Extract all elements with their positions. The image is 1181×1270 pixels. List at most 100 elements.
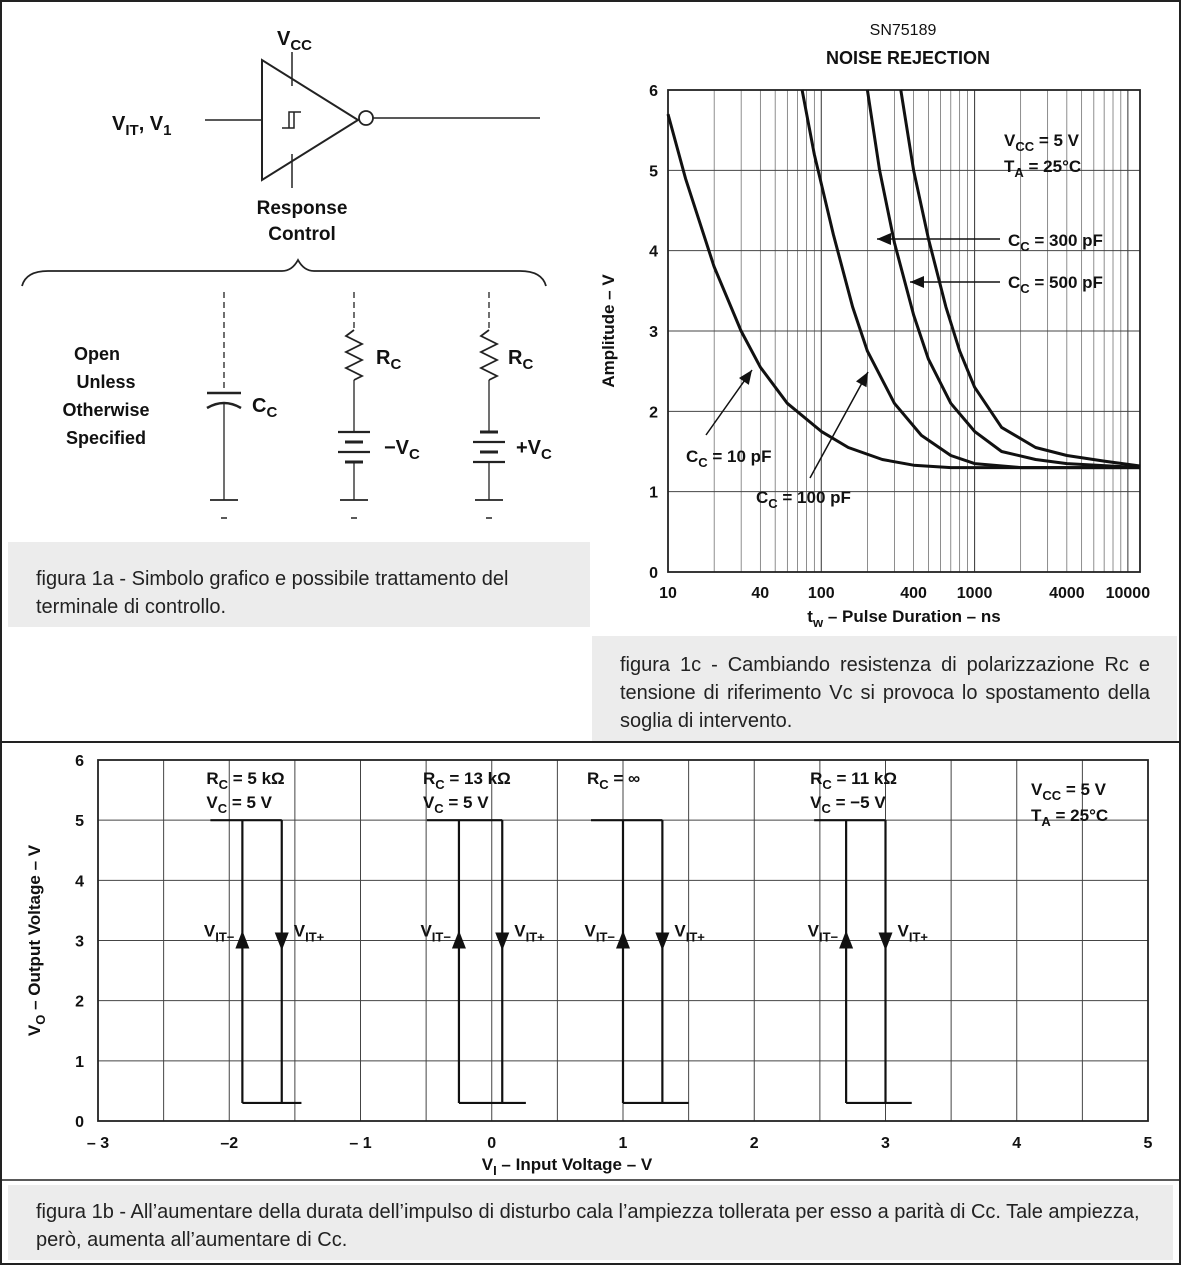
vit-minus-label: VIT−	[204, 922, 235, 945]
resistor-negative-option: RC −VC	[338, 292, 420, 519]
plot-frame	[97, 759, 1149, 1122]
x-tick-label: 10	[659, 585, 677, 602]
x-tick-label: 2	[750, 1135, 759, 1152]
series-label: CC = 300 pF	[1008, 231, 1103, 254]
vit-plus-label: VIT+	[294, 922, 325, 945]
buffer-triangle-icon	[261, 58, 360, 182]
loop-rc-label: RC = 11 kΩ	[810, 769, 897, 792]
x-tick-label: 1000	[957, 585, 993, 602]
caption-band-1a	[8, 542, 590, 627]
response-label-line1: Response	[257, 198, 348, 219]
resistor-positive-option: RC +VC	[473, 292, 552, 519]
y-tick-label: 0	[649, 565, 658, 582]
noise-rejection-chart: SN75189 NOISE REJECTION 0 1 2 3 4 5 6 10 40 100 400 1…	[599, 22, 1150, 630]
y-tick-label: 2	[75, 994, 84, 1011]
response-label-line2: Control	[268, 224, 336, 245]
rc-label-2: RC	[508, 347, 533, 373]
down-arrow-icon	[495, 932, 510, 951]
x-tick-label: 4	[1012, 1135, 1021, 1152]
caption-fig1b: figura 1b - All’aumentare della durata d…	[36, 1201, 1140, 1251]
loop-vc-label: VC = 5 V	[423, 793, 489, 816]
hysteresis-icon	[282, 111, 301, 129]
vit-minus-label: VIT−	[585, 922, 616, 945]
pos-vc-label: +VC	[516, 437, 552, 463]
condition-label: VCC = 5 V	[1031, 780, 1107, 803]
y-tick-label: 1	[75, 1054, 84, 1071]
callout-line	[809, 371, 869, 479]
series-line	[899, 89, 1141, 468]
loop-vc-label: VC = 5 V	[206, 793, 272, 816]
series-label: CC = 100 pF	[756, 488, 851, 511]
x-tick-label: 400	[900, 585, 927, 602]
caption-band-1b	[8, 1185, 1173, 1260]
vit-minus-label: VIT−	[808, 922, 839, 945]
y-axis-label: Amplitude – V	[599, 274, 618, 388]
arrowhead-icon	[910, 276, 924, 288]
up-arrow-icon	[616, 930, 630, 949]
y-tick-label: 2	[649, 404, 658, 421]
series-label: CC = 500 pF	[1008, 273, 1103, 296]
vit-plus-label: VIT+	[514, 922, 545, 945]
x-tick-label: 5	[1144, 1135, 1153, 1152]
schmitt-trigger-symbol: VCC VIT, V1 Response Control	[21, 28, 547, 287]
vit-minus-label: VIT−	[420, 922, 451, 945]
series-line	[666, 113, 1140, 470]
open-text-line4: Specified	[66, 428, 146, 448]
cc-label: CC	[252, 395, 277, 421]
condition-label: VCC = 5 V	[1004, 131, 1080, 154]
control-options: Open Unless Otherwise Specified CC	[62, 292, 552, 519]
x-tick-label: –2	[220, 1135, 238, 1152]
plot-frame	[667, 89, 1141, 573]
x-axis-label: VI – Input Voltage – V	[482, 1155, 653, 1178]
resistor-icon	[343, 329, 365, 381]
y-tick-label: 5	[75, 813, 84, 830]
caption-fig1a: figura 1a - Simbolo grafico e possibile …	[36, 568, 509, 618]
series-line	[865, 89, 1141, 470]
loop-rc-label: RC = ∞	[587, 769, 640, 792]
y-tick-label: 4	[75, 873, 84, 890]
x-tick-label: 40	[751, 585, 769, 602]
x-tick-label: 10000	[1106, 585, 1151, 602]
condition-label: TA = 25°C	[1004, 157, 1081, 180]
up-arrow-icon	[235, 930, 250, 949]
series-label: CC = 10 pF	[686, 447, 771, 470]
open-text-line2: Unless	[76, 372, 135, 392]
vcc-label: VCC	[277, 28, 312, 54]
down-arrow-icon	[655, 932, 670, 951]
x-tick-label: 3	[881, 1135, 890, 1152]
condition-label: TA = 25°C	[1031, 806, 1108, 829]
x-tick-label: – 1	[349, 1135, 371, 1152]
y-tick-label: 6	[649, 83, 658, 100]
series-line	[800, 89, 1140, 470]
arrowhead-icon	[877, 233, 891, 245]
x-axis-label: tw – Pulse Duration – ns	[807, 607, 1000, 630]
loop-rc-label: RC = 5 kΩ	[206, 769, 284, 792]
vit-plus-label: VIT+	[898, 922, 929, 945]
loop-rc-label: RC = 13 kΩ	[423, 769, 511, 792]
neg-vc-label: −VC	[384, 437, 420, 463]
down-arrow-icon	[878, 932, 893, 951]
chart-title: SN75189	[870, 22, 937, 39]
options-brace	[21, 258, 547, 287]
y-tick-label: 3	[649, 324, 658, 341]
x-tick-label: 0	[487, 1135, 496, 1152]
transfer-characteristic-chart: 0 1 2 3 4 5 6 – 3 –2 – 1 0 1 2 3 4 5 VI – Input Voltage …	[25, 753, 1153, 1178]
y-axis-label: VO – Output Voltage – V	[25, 844, 48, 1036]
caption-band-1c	[592, 636, 1177, 741]
input-label: VIT, V1	[112, 113, 171, 139]
y-tick-label: 5	[649, 163, 658, 180]
arrowhead-icon	[856, 372, 868, 388]
capacitor-option: CC	[206, 292, 277, 519]
rc-label-1: RC	[376, 347, 401, 373]
open-text-line3: Otherwise	[62, 400, 149, 420]
caption-fig1c: figura 1c - Cambiando resistenza di pola…	[620, 654, 1150, 732]
y-tick-label: 4	[649, 244, 658, 261]
y-tick-label: 0	[75, 1114, 84, 1131]
x-tick-label: 4000	[1049, 585, 1085, 602]
open-text-line1: Open	[74, 344, 120, 364]
down-arrow-icon	[274, 932, 289, 951]
inverter-bubble-icon	[358, 110, 374, 126]
vit-plus-label: VIT+	[674, 922, 705, 945]
